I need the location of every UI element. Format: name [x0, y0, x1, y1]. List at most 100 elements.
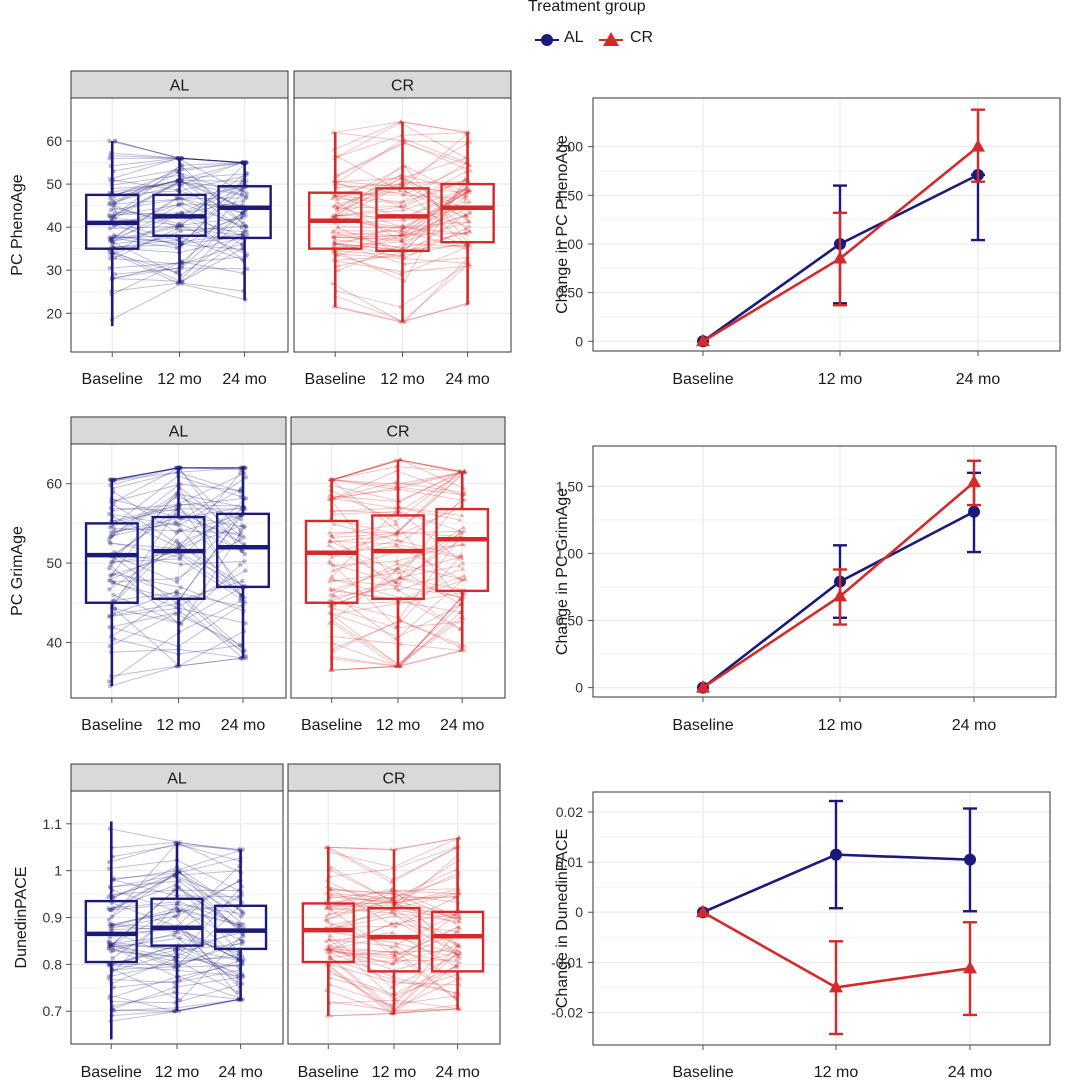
data-point — [456, 942, 462, 947]
data-point — [331, 192, 337, 198]
trajectory-line — [110, 593, 247, 657]
data-point — [396, 587, 401, 592]
trajectory-line — [331, 912, 456, 945]
data-point — [235, 958, 240, 963]
data-point — [177, 545, 182, 550]
data-point — [240, 233, 245, 238]
trajectory-line — [334, 205, 467, 235]
trajectory-line — [113, 592, 243, 608]
data-point — [109, 534, 114, 539]
data-point — [467, 229, 473, 234]
data-point — [111, 942, 116, 947]
trajectory-line — [332, 200, 466, 237]
panel-background — [593, 98, 1060, 351]
data-point — [452, 994, 458, 1000]
trajectory-line — [113, 157, 243, 172]
trajectory-line — [114, 162, 245, 204]
y-tick-label: 0.7 — [43, 1003, 63, 1019]
data-point — [324, 904, 330, 910]
data-point — [463, 212, 469, 217]
data-point — [108, 196, 113, 201]
legend-marker-cr-icon — [599, 32, 623, 46]
trajectory-line — [335, 263, 470, 308]
trajectory-line — [329, 935, 461, 988]
data-point — [238, 465, 243, 471]
data-point — [111, 592, 116, 598]
data-point — [327, 558, 332, 563]
data-point — [459, 576, 464, 582]
data-point — [329, 574, 335, 579]
trajectory-line — [113, 172, 247, 225]
data-point — [109, 236, 115, 241]
trajectory-line — [332, 459, 461, 481]
data-point-cr — [696, 680, 710, 693]
data-point — [109, 573, 114, 578]
trajectory-line — [114, 476, 247, 532]
data-point — [112, 200, 117, 206]
data-point — [463, 231, 469, 236]
trajectory-line — [111, 261, 244, 296]
data-point — [106, 894, 111, 900]
trajectory-line — [329, 568, 461, 624]
trajectory-line — [109, 182, 243, 216]
data-point — [467, 187, 472, 192]
data-point — [111, 557, 117, 562]
data-point — [112, 272, 118, 277]
x-tick-label: 24 mo — [222, 371, 267, 388]
data-point — [243, 213, 248, 218]
trajectory-line — [109, 975, 244, 1000]
panel-background — [593, 446, 1056, 697]
data-point — [401, 217, 407, 223]
data-point — [335, 263, 341, 268]
trajectory-line — [330, 471, 460, 532]
data-point — [458, 554, 464, 559]
x-tick-label: 12 mo — [157, 371, 202, 388]
data-point-cr — [963, 960, 977, 974]
data-point — [108, 207, 113, 213]
y-tick-label: 0 — [575, 904, 583, 920]
data-point — [111, 205, 116, 211]
data-point — [460, 566, 466, 571]
trajectory-line — [112, 539, 245, 605]
data-point-al — [968, 505, 980, 518]
trajectory-line — [332, 617, 464, 667]
data-point — [466, 219, 472, 224]
data-point — [180, 259, 185, 264]
data-point — [329, 598, 334, 603]
data-point — [240, 209, 245, 215]
data-point — [463, 195, 469, 201]
data-point — [174, 590, 179, 595]
data-point — [457, 528, 463, 533]
data-point — [112, 499, 117, 504]
data-point — [393, 479, 398, 484]
data-point — [332, 214, 338, 219]
data-point — [328, 955, 334, 961]
trajectory-line — [332, 471, 465, 538]
data-point — [177, 556, 182, 562]
box-body — [215, 512, 270, 589]
trajectory-line — [109, 944, 242, 968]
data-point — [398, 641, 404, 646]
data-point — [177, 840, 183, 845]
data-point — [335, 231, 341, 236]
box-panel-0: PC PhenoAge 20 30 40 50 60 AL Baseline 12 mo 24 m… — [9, 70, 512, 388]
y-tick-label: 2.00 — [556, 139, 583, 155]
data-point — [175, 930, 180, 935]
facet-al: AL Baseline 12 mo 24 mo — [70, 416, 287, 734]
data-point — [107, 200, 112, 206]
data-point — [402, 319, 408, 324]
data-point — [399, 224, 404, 230]
trajectory-line — [329, 556, 462, 582]
trajectory-line — [109, 498, 247, 558]
data-point — [456, 914, 462, 919]
trajectory-line — [113, 944, 239, 979]
data-point — [172, 1009, 177, 1014]
data-point — [388, 944, 394, 950]
data-point — [392, 568, 398, 573]
x-tick-label: 12 mo — [155, 1064, 200, 1081]
data-point — [389, 846, 394, 852]
trajectory-line — [112, 491, 242, 534]
data-point — [235, 997, 241, 1002]
panel-border — [592, 791, 1051, 1046]
data-point — [392, 954, 397, 959]
